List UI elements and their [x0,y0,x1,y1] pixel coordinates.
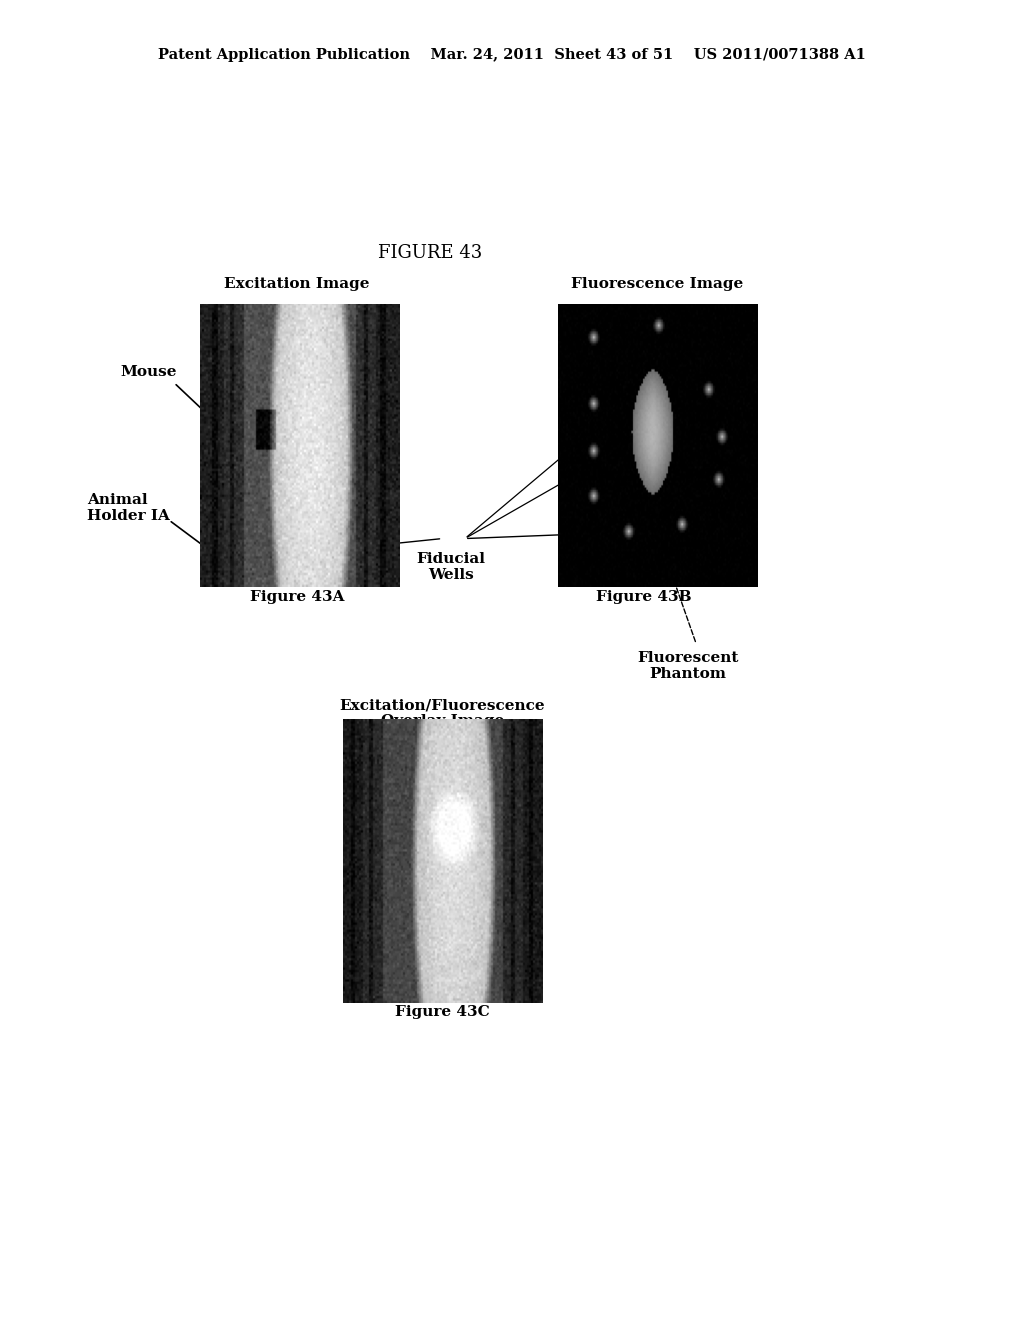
Text: Fiducial
Wells: Fiducial Wells [416,552,485,582]
Text: Animal
Holder IA: Animal Holder IA [87,494,170,523]
Text: Mouse: Mouse [121,366,177,379]
Text: FIGURE 43: FIGURE 43 [378,244,482,263]
Text: Fluorescence Image: Fluorescence Image [571,277,743,290]
Text: Figure 43C: Figure 43C [395,1006,489,1019]
Text: Figure 43A: Figure 43A [250,590,344,603]
Text: Patent Application Publication    Mar. 24, 2011  Sheet 43 of 51    US 2011/00713: Patent Application Publication Mar. 24, … [158,49,866,62]
Text: Excitation Image: Excitation Image [224,277,370,290]
Text: Figure 43B: Figure 43B [596,590,692,603]
Text: Excitation/Fluorescence
Overlay Image: Excitation/Fluorescence Overlay Image [340,698,545,729]
Text: Fluorescent
Phantom: Fluorescent Phantom [638,651,738,681]
